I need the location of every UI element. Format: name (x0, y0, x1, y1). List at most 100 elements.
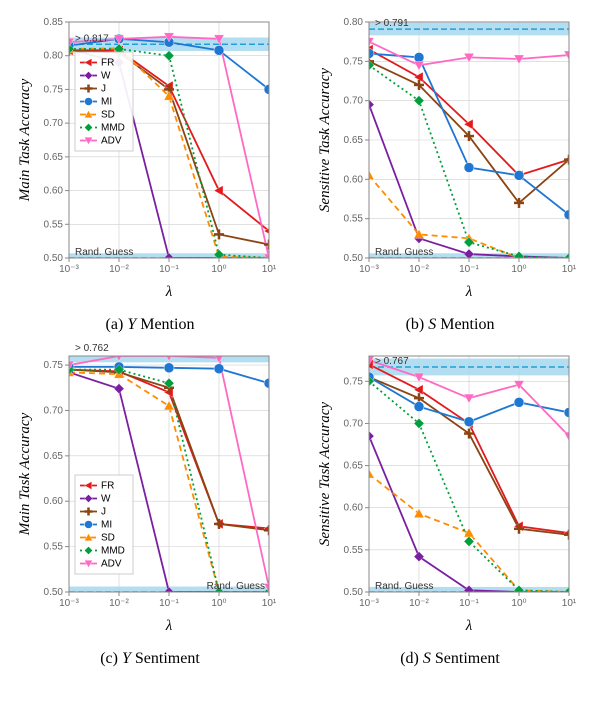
svg-text:> 0.767: > 0.767 (375, 356, 409, 367)
svg-text:> 0.791: > 0.791 (375, 18, 409, 29)
caption-c: (c) Y Sentiment (100, 650, 200, 668)
svg-text:λ: λ (465, 618, 473, 634)
svg-text:10⁻²: 10⁻² (109, 598, 129, 609)
panel-a: 10⁻³ 10⁻² 10⁻¹ 10⁰ 10¹ 0.50 0.55 0.60 0.65 0.70 0.… (10, 10, 290, 334)
svg-text:0.50: 0.50 (44, 587, 64, 598)
svg-text:0.70: 0.70 (344, 418, 364, 429)
svg-text:0.80: 0.80 (344, 17, 364, 28)
caption-b-prefix: (b) (406, 316, 425, 333)
svg-text:MI: MI (101, 97, 112, 108)
panel-d: 10⁻³ 10⁻² 10⁻¹ 10⁰ 10¹ 0.50 0.55 0.60 0.65 0.70 0.… (310, 344, 590, 668)
svg-text:0.75: 0.75 (344, 376, 364, 387)
caption-d-rest: Sentiment (431, 650, 500, 667)
charts-grid: 10⁻³ 10⁻² 10⁻¹ 10⁰ 10¹ 0.50 0.55 0.60 0.65 0.70 0.… (10, 10, 590, 668)
svg-text:10⁻²: 10⁻² (109, 264, 129, 275)
svg-text:10⁻²: 10⁻² (409, 598, 429, 609)
chart-c: 10⁻³10⁻²10⁻¹10⁰10¹0.500.550.600.650.700.… (15, 344, 285, 644)
svg-text:Sensitive Task Accuracy: Sensitive Task Accuracy (317, 68, 333, 212)
svg-text:0.70: 0.70 (44, 405, 64, 416)
svg-text:> 0.817: > 0.817 (75, 33, 109, 44)
svg-text:SD: SD (101, 533, 115, 544)
svg-text:0.50: 0.50 (344, 587, 364, 598)
svg-text:0.60: 0.60 (44, 496, 64, 507)
svg-text:10⁻³: 10⁻³ (59, 264, 79, 275)
caption-b: (b) S Mention (406, 316, 495, 334)
svg-text:> 0.762: > 0.762 (75, 344, 109, 354)
svg-text:10⁰: 10⁰ (511, 264, 526, 275)
svg-text:0.55: 0.55 (344, 214, 364, 225)
svg-text:10⁰: 10⁰ (211, 598, 226, 609)
caption-d: (d) S Sentiment (400, 650, 500, 668)
svg-text:SD: SD (101, 110, 115, 121)
svg-text:10⁻¹: 10⁻¹ (459, 264, 479, 275)
svg-text:J: J (101, 84, 106, 95)
svg-text:10¹: 10¹ (562, 264, 577, 275)
svg-text:0.55: 0.55 (44, 542, 64, 553)
svg-text:FR: FR (101, 481, 114, 492)
svg-text:Sensitive Task Accuracy: Sensitive Task Accuracy (317, 402, 333, 546)
svg-text:0.85: 0.85 (44, 17, 64, 28)
panel-b: 10⁻³ 10⁻² 10⁻¹ 10⁰ 10¹ 0.50 0.55 0.60 0.65 0.70 0.… (310, 10, 590, 334)
chart-b: 10⁻³ 10⁻² 10⁻¹ 10⁰ 10¹ 0.50 0.55 0.60 0.65 0.70 0.… (315, 10, 585, 310)
svg-text:10¹: 10¹ (562, 598, 577, 609)
svg-text:10⁻³: 10⁻³ (59, 598, 79, 609)
svg-text:ADV: ADV (101, 559, 122, 570)
svg-text:0.55: 0.55 (344, 545, 364, 556)
svg-text:Rand. Guess: Rand. Guess (75, 247, 133, 258)
svg-text:10⁰: 10⁰ (211, 264, 226, 275)
svg-text:0.60: 0.60 (344, 174, 364, 185)
svg-text:0.60: 0.60 (344, 503, 364, 514)
svg-text:Main Task Accuracy: Main Task Accuracy (17, 78, 33, 202)
svg-text:10¹: 10¹ (262, 264, 277, 275)
svg-text:10⁻¹: 10⁻¹ (459, 598, 479, 609)
svg-text:0.65: 0.65 (344, 135, 364, 146)
svg-text:10⁰: 10⁰ (511, 598, 526, 609)
svg-text:J: J (101, 507, 106, 518)
svg-text:ADV: ADV (101, 136, 122, 147)
svg-text:10¹: 10¹ (262, 598, 277, 609)
svg-text:MMD: MMD (101, 546, 125, 557)
svg-text:10⁻¹: 10⁻¹ (159, 264, 179, 275)
caption-c-rest: Sentiment (131, 650, 200, 667)
chart-a: 10⁻³ 10⁻² 10⁻¹ 10⁰ 10¹ 0.50 0.55 0.60 0.65 0.70 0.… (15, 10, 285, 310)
svg-text:MMD: MMD (101, 123, 125, 134)
svg-text:λ: λ (165, 618, 173, 634)
caption-d-prefix: (d) (400, 650, 419, 667)
svg-text:0.75: 0.75 (344, 56, 364, 67)
svg-text:W: W (101, 71, 111, 82)
svg-text:λ: λ (165, 284, 173, 300)
svg-text:λ: λ (465, 284, 473, 300)
svg-text:0.50: 0.50 (44, 253, 64, 264)
caption-a-prefix: (a) (106, 316, 124, 333)
svg-text:0.80: 0.80 (44, 51, 64, 62)
svg-text:0.65: 0.65 (44, 152, 64, 163)
svg-text:0.60: 0.60 (44, 186, 64, 197)
svg-text:10⁻³: 10⁻³ (359, 598, 379, 609)
svg-text:W: W (101, 494, 111, 505)
svg-text:0.75: 0.75 (44, 84, 64, 95)
caption-c-prefix: (c) (100, 650, 118, 667)
svg-text:Rand. Guess: Rand. Guess (375, 581, 433, 592)
caption-a-rest: Mention (136, 316, 194, 333)
caption-d-var: S (423, 650, 431, 667)
caption-b-rest: Mention (436, 316, 494, 333)
svg-text:Rand. Guess: Rand. Guess (207, 581, 265, 592)
svg-text:Main Task Accuracy: Main Task Accuracy (17, 412, 33, 536)
svg-text:0.55: 0.55 (44, 219, 64, 230)
chart-d: 10⁻³ 10⁻² 10⁻¹ 10⁰ 10¹ 0.50 0.55 0.60 0.65 0.70 0.… (315, 344, 585, 644)
panel-c: 10⁻³10⁻²10⁻¹10⁰10¹0.500.550.600.650.700.… (10, 344, 290, 668)
svg-text:0.65: 0.65 (344, 461, 364, 472)
svg-text:0.70: 0.70 (44, 118, 64, 129)
caption-a: (a) Y Mention (106, 316, 195, 334)
caption-c-var: Y (122, 650, 131, 667)
svg-text:FR: FR (101, 58, 114, 69)
svg-text:10⁻³: 10⁻³ (359, 264, 379, 275)
svg-text:0.75: 0.75 (44, 360, 64, 371)
svg-text:0.65: 0.65 (44, 451, 64, 462)
caption-a-var: Y (127, 316, 136, 333)
svg-text:10⁻²: 10⁻² (409, 264, 429, 275)
svg-text:0.70: 0.70 (344, 96, 364, 107)
svg-text:Rand. Guess: Rand. Guess (375, 247, 433, 258)
svg-text:MI: MI (101, 520, 112, 531)
svg-text:0.50: 0.50 (344, 253, 364, 264)
